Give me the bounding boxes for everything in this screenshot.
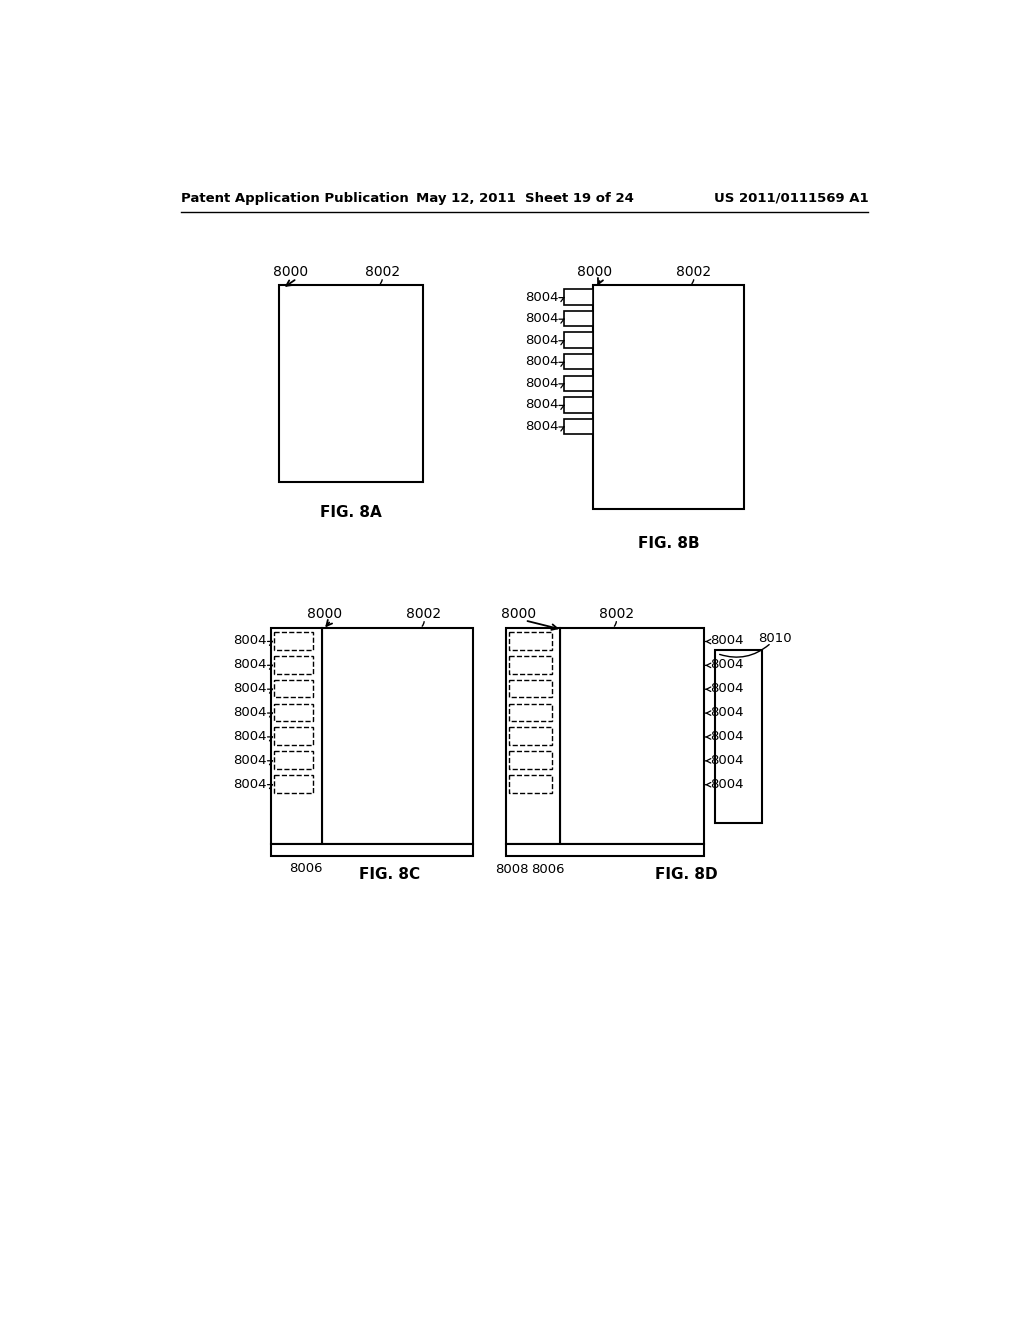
Text: 8004: 8004 (233, 754, 266, 767)
Bar (563, 397, 593, 412)
Bar (322, 628, 473, 843)
Bar (563, 354, 593, 370)
Text: 8004: 8004 (525, 312, 559, 325)
Text: May 12, 2011  Sheet 19 of 24: May 12, 2011 Sheet 19 of 24 (416, 191, 634, 205)
Bar (563, 333, 593, 348)
Text: 8004: 8004 (525, 399, 559, 412)
Text: 8004: 8004 (233, 659, 266, 671)
Text: Patent Application Publication: Patent Application Publication (180, 191, 409, 205)
Bar (716, 649, 762, 822)
Text: 8004: 8004 (710, 635, 743, 647)
Text: 8004: 8004 (233, 730, 266, 743)
Text: 8004: 8004 (710, 659, 743, 671)
Text: 8004: 8004 (233, 635, 266, 647)
Text: 8004: 8004 (525, 334, 559, 347)
Text: 8010: 8010 (759, 632, 792, 645)
Text: 8002: 8002 (599, 607, 634, 622)
Text: 8004: 8004 (525, 420, 559, 433)
Text: 8004: 8004 (233, 682, 266, 696)
Text: US 2011/0111569 A1: US 2011/0111569 A1 (714, 191, 868, 205)
Text: 8004: 8004 (710, 682, 743, 696)
Text: 8004: 8004 (710, 754, 743, 767)
Bar (509, 751, 552, 770)
Text: 8002: 8002 (676, 265, 712, 280)
Bar (563, 312, 593, 326)
Bar (563, 376, 593, 391)
Bar (271, 843, 473, 857)
Text: 8002: 8002 (407, 607, 441, 622)
Bar (273, 727, 313, 744)
Bar (560, 628, 703, 843)
Text: 8000: 8000 (273, 265, 308, 280)
Bar (273, 751, 313, 770)
Text: 8006: 8006 (290, 862, 323, 875)
Bar (506, 628, 560, 843)
Text: FIG. 8D: FIG. 8D (654, 867, 718, 882)
Bar (509, 656, 552, 673)
Text: 8002: 8002 (365, 265, 399, 280)
Text: 8004: 8004 (525, 376, 559, 389)
Text: 8000: 8000 (501, 607, 537, 622)
Text: 8000: 8000 (307, 607, 342, 622)
Bar (273, 775, 313, 793)
Bar (509, 775, 552, 793)
Text: 8004: 8004 (525, 290, 559, 304)
Bar (509, 704, 552, 721)
Text: 8000: 8000 (577, 265, 612, 280)
Text: 8004: 8004 (710, 777, 743, 791)
Text: 8004: 8004 (233, 706, 266, 719)
Text: FIG. 8A: FIG. 8A (319, 506, 381, 520)
Bar (280, 285, 423, 482)
Bar (273, 680, 313, 697)
Bar (273, 632, 313, 649)
Bar (273, 656, 313, 673)
Bar (593, 285, 744, 508)
Bar (273, 704, 313, 721)
Bar (563, 289, 593, 305)
Text: 8008: 8008 (495, 863, 528, 876)
Text: 8004: 8004 (233, 777, 266, 791)
Bar (509, 727, 552, 744)
Bar (271, 628, 322, 843)
Text: 8004: 8004 (710, 706, 743, 719)
Text: 8006: 8006 (531, 863, 565, 876)
Bar (563, 418, 593, 434)
Text: 8004: 8004 (525, 355, 559, 368)
Text: FIG. 8B: FIG. 8B (638, 536, 699, 550)
Text: 8004: 8004 (710, 730, 743, 743)
Text: FIG. 8C: FIG. 8C (359, 867, 421, 882)
Bar (506, 843, 703, 857)
Bar (509, 632, 552, 649)
Bar (509, 680, 552, 697)
